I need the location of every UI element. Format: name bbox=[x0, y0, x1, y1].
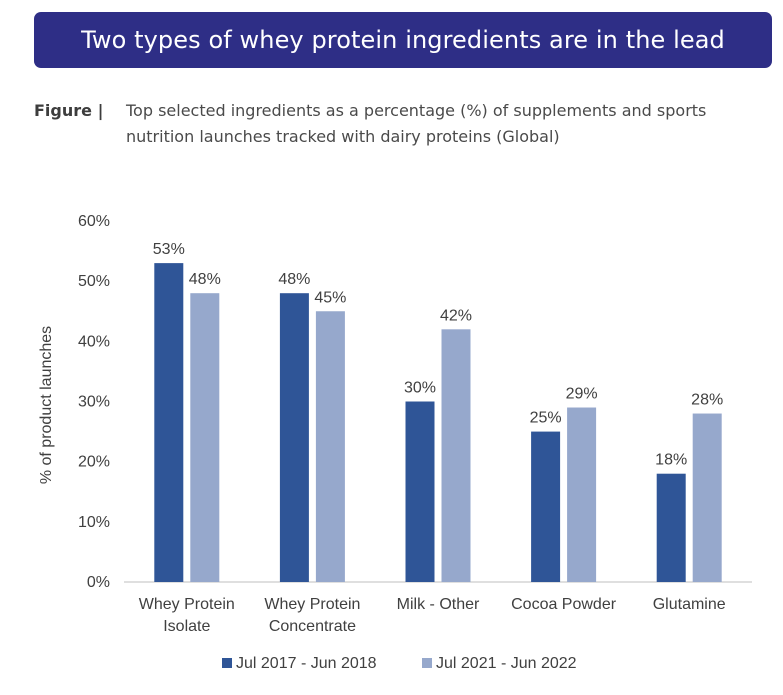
page-title: Two types of whey protein ingredients ar… bbox=[81, 26, 725, 54]
legend-swatch bbox=[222, 658, 232, 668]
legend-label: Jul 2021 - Jun 2022 bbox=[436, 655, 577, 672]
data-label: 48% bbox=[278, 271, 310, 288]
figure-label: Figure | bbox=[34, 101, 104, 120]
legend-label: Jul 2017 - Jun 2018 bbox=[236, 655, 377, 672]
bar bbox=[567, 407, 597, 582]
y-axis-label: % of product launches bbox=[38, 326, 55, 484]
data-label: 42% bbox=[440, 307, 472, 324]
bar bbox=[441, 329, 471, 582]
x-tick-label: Whey Protein bbox=[264, 596, 360, 613]
bar bbox=[692, 413, 722, 582]
x-tick-label: Isolate bbox=[163, 618, 210, 635]
y-tick-label: 60% bbox=[78, 213, 110, 230]
bar bbox=[405, 401, 435, 582]
y-tick-label: 40% bbox=[78, 333, 110, 350]
bar bbox=[190, 293, 220, 582]
bar bbox=[656, 473, 686, 582]
bar bbox=[154, 263, 184, 582]
data-label: 25% bbox=[530, 410, 562, 427]
figure-caption: Figure | Top selected ingredients as a p… bbox=[34, 98, 774, 150]
bar bbox=[315, 311, 345, 582]
legend-swatch bbox=[422, 658, 432, 668]
data-label: 18% bbox=[655, 452, 687, 469]
y-tick-label: 10% bbox=[78, 514, 110, 531]
x-tick-label: Cocoa Powder bbox=[511, 596, 617, 613]
y-tick-label: 20% bbox=[78, 454, 110, 471]
data-label: 53% bbox=[153, 241, 185, 258]
x-tick-label: Whey Protein bbox=[139, 596, 235, 613]
figure-description: Top selected ingredients as a percentage… bbox=[126, 101, 707, 146]
title-banner: Two types of whey protein ingredients ar… bbox=[34, 12, 772, 68]
y-tick-label: 0% bbox=[87, 574, 110, 591]
data-label: 48% bbox=[189, 271, 221, 288]
data-label: 28% bbox=[691, 392, 723, 409]
x-tick-label: Milk - Other bbox=[397, 596, 480, 613]
bar bbox=[279, 293, 309, 582]
bar bbox=[531, 431, 561, 582]
data-label: 45% bbox=[314, 289, 346, 306]
x-tick-label: Glutamine bbox=[653, 596, 726, 613]
x-tick-label: Concentrate bbox=[269, 618, 356, 635]
data-label: 30% bbox=[404, 380, 436, 397]
y-tick-label: 30% bbox=[78, 394, 110, 411]
data-label: 29% bbox=[566, 386, 598, 403]
y-tick-label: 50% bbox=[78, 273, 110, 290]
